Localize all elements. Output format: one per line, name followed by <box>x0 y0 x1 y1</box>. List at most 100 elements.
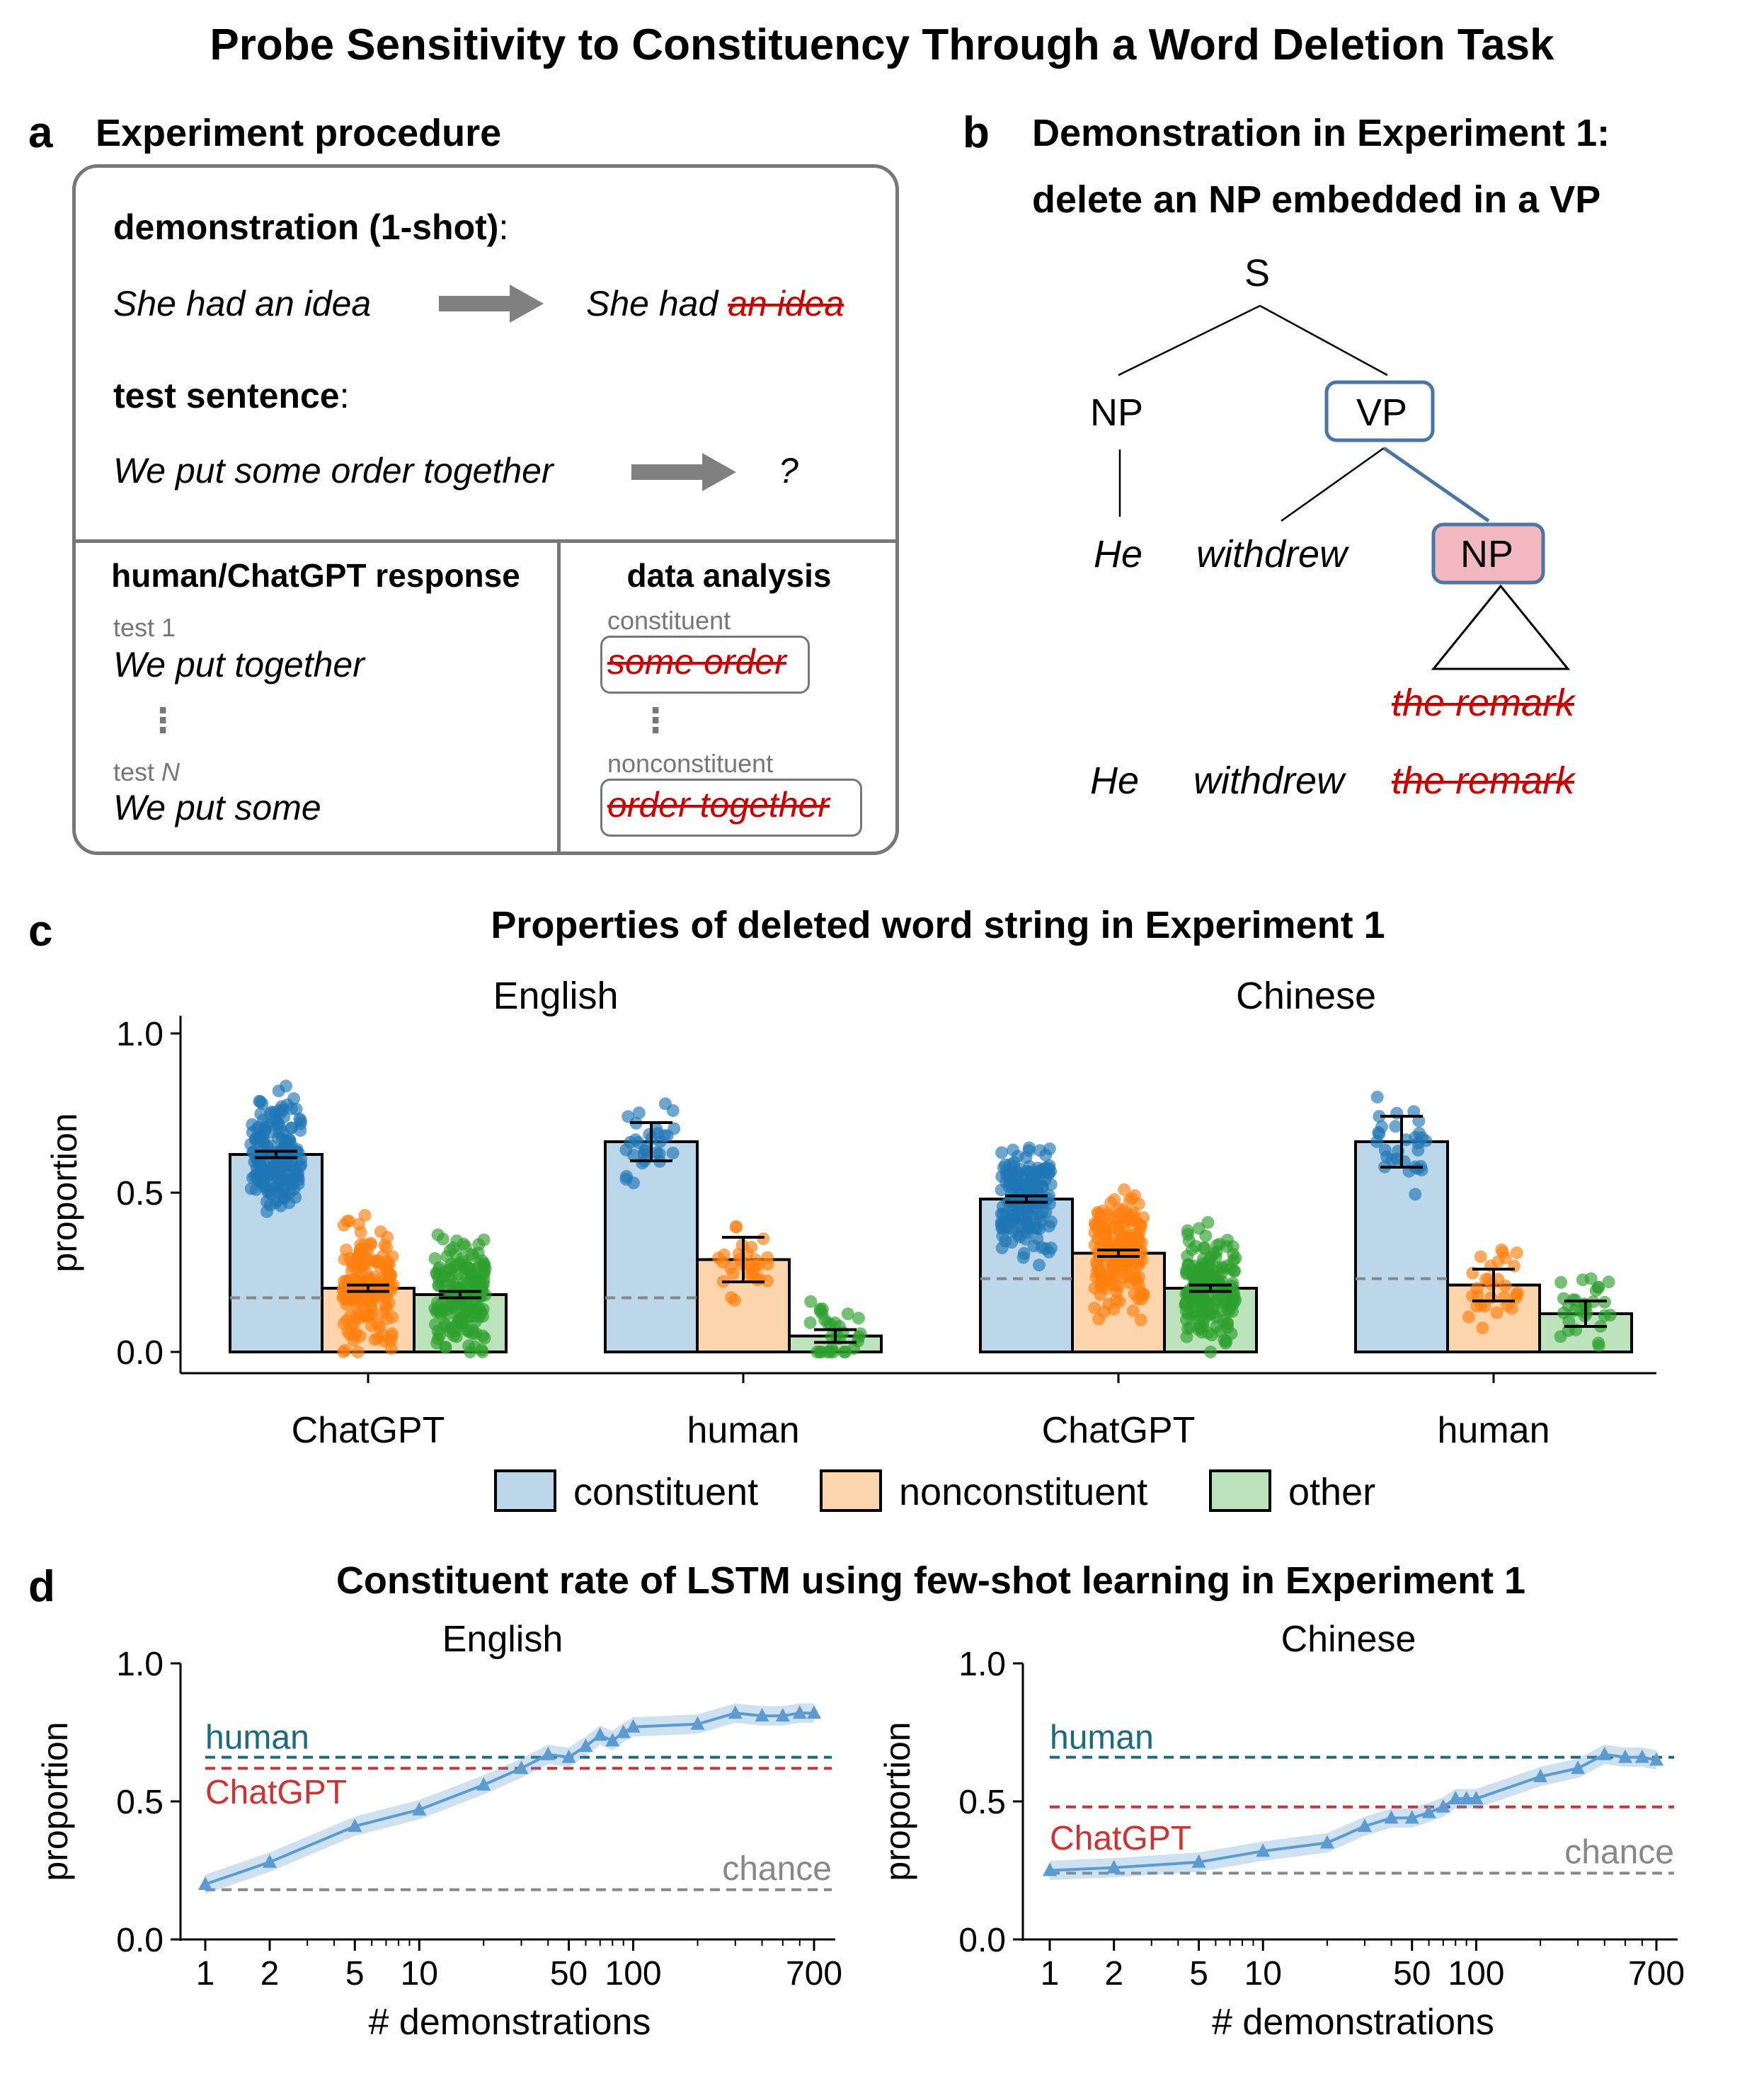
data-point <box>478 1257 491 1271</box>
lstm-data-point <box>626 1719 641 1733</box>
data-point <box>1034 1164 1048 1177</box>
lstm-data-point <box>1571 1760 1586 1775</box>
test-sentence-label: test sentence: <box>113 376 350 415</box>
lstm-data-point <box>1256 1843 1271 1857</box>
x-tick-label: 1 <box>196 1955 215 1993</box>
lstm-data-point <box>807 1705 821 1719</box>
data-point <box>1180 1330 1193 1343</box>
data-point <box>1007 1213 1020 1227</box>
panel-c-heading: Properties of deleted word string in Exp… <box>491 904 1385 946</box>
data-point <box>1204 1250 1218 1263</box>
data-point <box>1033 1259 1046 1272</box>
lstm-data-point <box>1469 1791 1484 1805</box>
data-point <box>650 1146 663 1159</box>
data-point <box>272 1116 285 1130</box>
tree-word-he: He <box>1094 533 1143 575</box>
procedure-divider-vertical <box>557 541 561 854</box>
data-point <box>1120 1216 1133 1229</box>
y-tick-label: 0.0 <box>958 1922 1006 1959</box>
data-point <box>1042 1245 1055 1259</box>
data-point <box>1184 1321 1197 1334</box>
x-axis-label: # demonstrations <box>1212 2002 1494 2043</box>
reference-label-human: human <box>1050 1719 1154 1757</box>
lstm-data-point <box>592 1727 607 1741</box>
data-point <box>1020 1177 1033 1191</box>
data-point <box>666 1103 680 1117</box>
data-point <box>1499 1251 1512 1265</box>
data-point <box>360 1266 373 1280</box>
data-point <box>666 1146 680 1159</box>
data-point <box>1370 1135 1384 1148</box>
lstm-data-point <box>1191 1854 1206 1868</box>
data-point <box>348 1329 362 1342</box>
data-point <box>1000 1164 1014 1178</box>
data-point <box>1099 1281 1113 1295</box>
data-point <box>343 1215 356 1228</box>
lstm-data-point <box>1459 1791 1474 1805</box>
data-point <box>852 1312 865 1325</box>
data-point <box>246 1118 259 1131</box>
data-point <box>717 1248 731 1261</box>
data-point <box>1016 1251 1030 1264</box>
x-tick-label: 10 <box>1244 1955 1282 1993</box>
data-point <box>453 1257 466 1271</box>
nonconstituent-box <box>600 779 862 837</box>
y-tick-label: 0.5 <box>116 1784 164 1821</box>
data-point <box>265 1105 278 1118</box>
data-point <box>761 1257 774 1271</box>
data-point <box>1192 1222 1205 1235</box>
data-point <box>1407 1105 1421 1118</box>
test-input: We put some order together <box>113 451 554 491</box>
lstm-data-point <box>1436 1799 1450 1813</box>
analysis-heading: data analysis <box>626 557 832 594</box>
data-point <box>1186 1307 1199 1321</box>
data-point <box>1188 1259 1201 1273</box>
data-point <box>1411 1136 1425 1150</box>
x-tick-label: 700 <box>1628 1955 1685 1993</box>
x-tick-label: ChatGPT <box>292 1410 445 1451</box>
lstm-data-point <box>616 1724 631 1738</box>
data-point <box>469 1314 483 1328</box>
result-word-he: He <box>1090 759 1140 802</box>
legend-label: nonconstituent <box>899 1471 1147 1513</box>
data-point <box>668 1122 681 1135</box>
data-point <box>294 1158 308 1171</box>
y-axis-label: proportion <box>878 1721 917 1881</box>
data-point <box>282 1196 296 1210</box>
nonconstituent-deleted: order together <box>607 785 830 825</box>
data-point <box>351 1346 365 1358</box>
data-point <box>636 1157 649 1170</box>
lstm-data-point <box>1384 1810 1399 1824</box>
data-point <box>1470 1300 1484 1313</box>
data-point <box>1373 1110 1386 1123</box>
lstm-data-point <box>541 1746 556 1760</box>
test-1-label: test 1 <box>113 613 176 642</box>
legend-swatch <box>1209 1469 1271 1512</box>
data-point <box>380 1312 394 1326</box>
data-point <box>1476 1322 1489 1335</box>
data-point <box>283 1186 297 1199</box>
data-point <box>852 1334 865 1348</box>
data-point <box>1023 1141 1036 1154</box>
data-point <box>428 1302 442 1315</box>
demonstration-label: demonstration (1-shot): <box>113 207 509 247</box>
data-point <box>1029 1221 1042 1234</box>
data-point <box>622 1110 635 1123</box>
test-n-response: We put some <box>113 788 321 827</box>
lstm-data-point <box>1533 1768 1548 1782</box>
data-point <box>457 1237 470 1251</box>
lstm-confidence-band <box>205 1703 814 1894</box>
data-point <box>1197 1300 1210 1313</box>
data-point <box>1181 1224 1194 1237</box>
procedure-divider-horizontal <box>74 539 898 543</box>
data-point <box>1409 1188 1422 1201</box>
data-point <box>340 1243 353 1256</box>
data-point <box>281 1098 294 1111</box>
demo-output: She had an idea <box>586 284 844 323</box>
reference-label-human: human <box>205 1719 309 1757</box>
test-1-response: We put together <box>113 645 365 684</box>
subplot-title: English <box>493 975 618 1017</box>
data-point <box>757 1232 770 1246</box>
data-point <box>277 1143 291 1157</box>
data-point <box>270 1184 284 1198</box>
